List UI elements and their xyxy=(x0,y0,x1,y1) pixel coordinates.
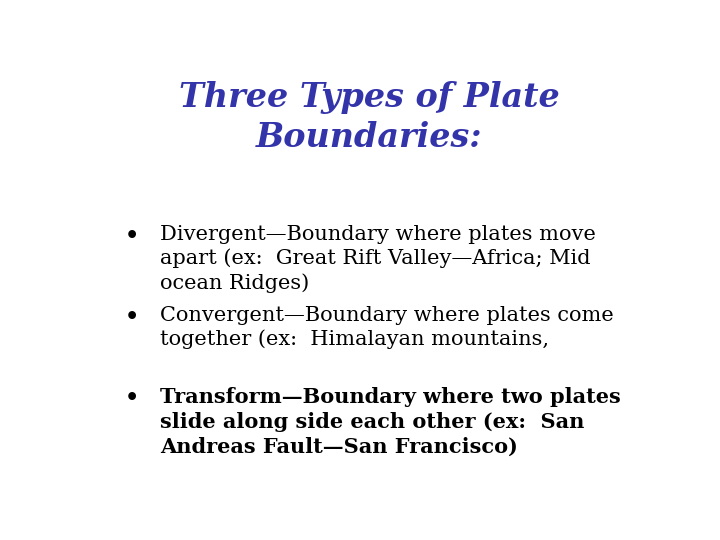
Text: •: • xyxy=(125,225,139,247)
Text: Three Types of Plate
Boundaries:: Three Types of Plate Boundaries: xyxy=(179,82,559,154)
Text: Convergent—Boundary where plates come
together (ex:  Himalayan mountains,: Convergent—Boundary where plates come to… xyxy=(160,306,613,349)
Text: Divergent—Boundary where plates move
apart (ex:  Great Rift Valley—Africa; Mid
o: Divergent—Boundary where plates move apa… xyxy=(160,225,595,293)
Text: •: • xyxy=(125,306,139,328)
Text: Transform—Boundary where two plates
slide along side each other (ex:  San
Andrea: Transform—Boundary where two plates slid… xyxy=(160,387,621,457)
Text: •: • xyxy=(125,387,139,409)
